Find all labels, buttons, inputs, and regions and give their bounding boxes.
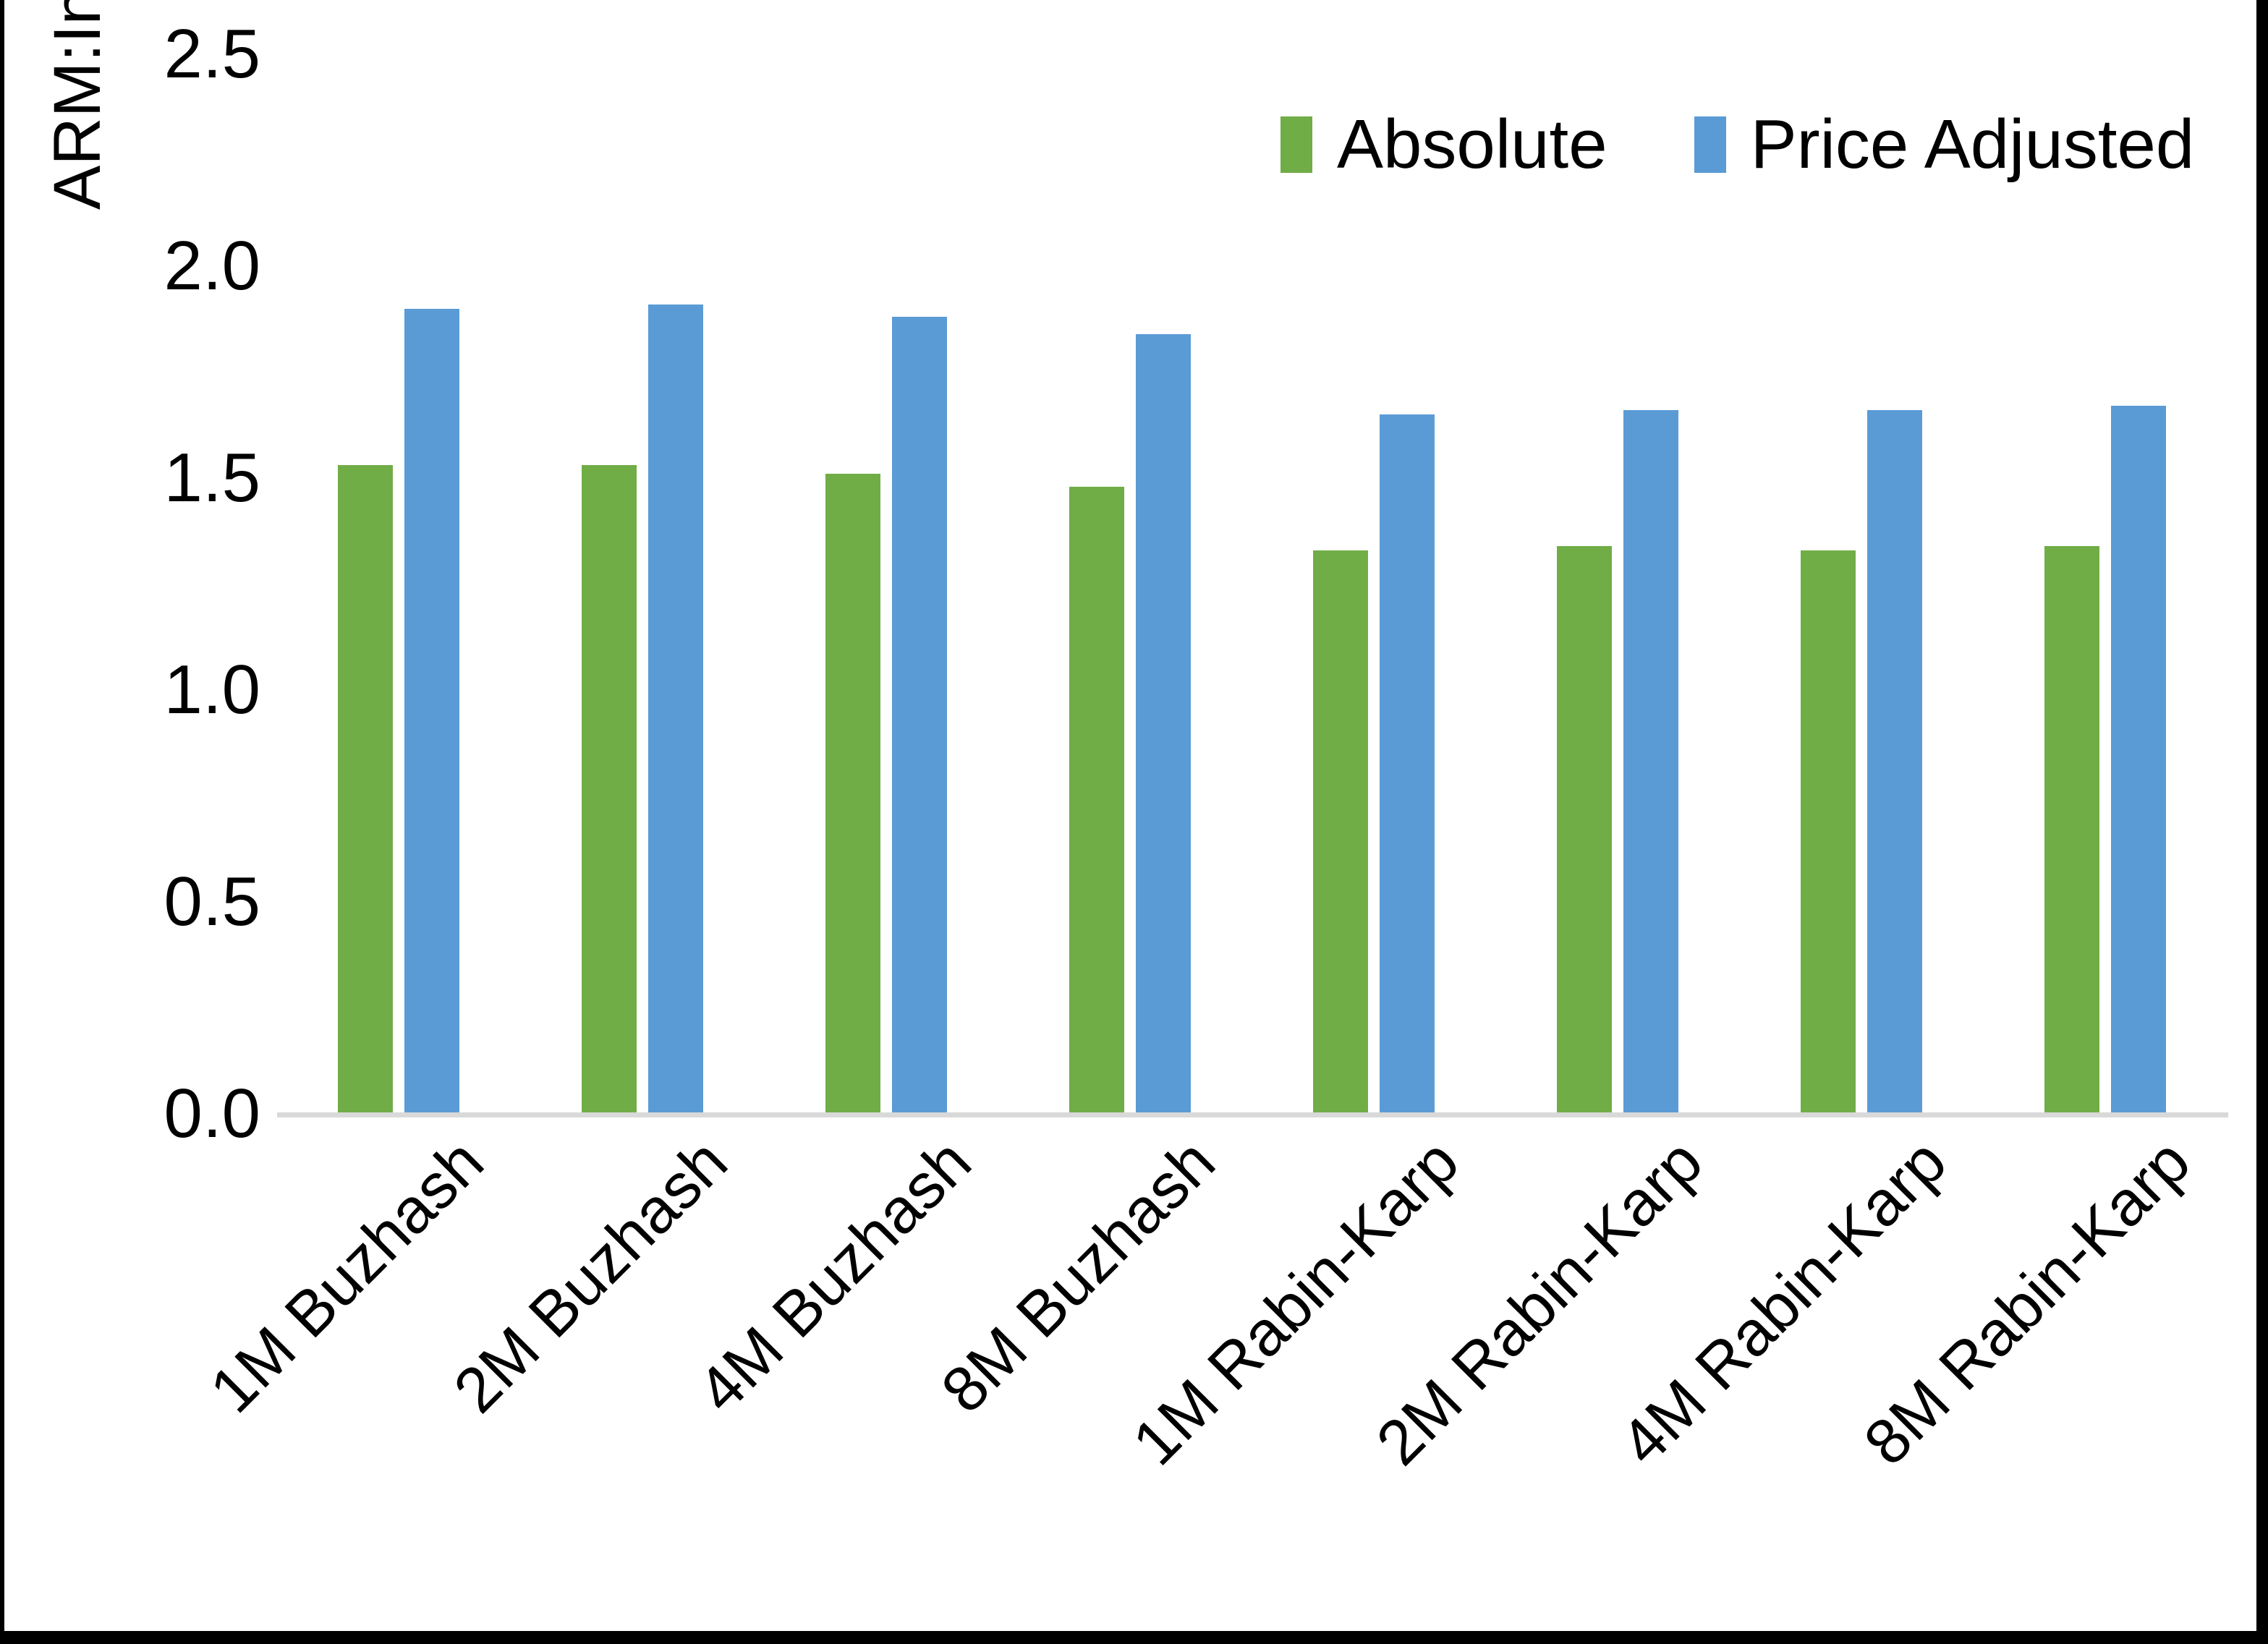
bar-price-adjusted[interactable] (892, 317, 948, 1114)
plot-area (277, 14, 2227, 1114)
frame-border-bottom (0, 1631, 2268, 1644)
bar-price-adjusted[interactable] (404, 308, 460, 1114)
bar-price-adjusted[interactable] (1136, 333, 1192, 1114)
y-axis-tick-label: 0.0 (163, 1075, 260, 1152)
bar-absolute[interactable] (1069, 486, 1125, 1114)
frame-border-right (2256, 0, 2268, 1644)
legend-label: Absolute (1337, 106, 1607, 183)
bar-absolute[interactable] (1800, 550, 1856, 1114)
bar-absolute[interactable] (1312, 550, 1368, 1114)
legend-label: Price Adjusted (1750, 106, 2195, 183)
bar-price-adjusted[interactable] (1866, 410, 1922, 1114)
bar-absolute[interactable] (825, 474, 881, 1114)
bar-absolute[interactable] (338, 465, 394, 1114)
bar-price-adjusted[interactable] (648, 304, 704, 1114)
y-axis-tick-label: 2.0 (163, 227, 260, 304)
y-axis-tick-label: 2.5 (163, 15, 260, 93)
y-axis-tick-label: 1.5 (163, 439, 260, 516)
y-axis-tick-label: 0.5 (163, 863, 260, 940)
bar-price-adjusted[interactable] (1623, 410, 1678, 1114)
bar-absolute[interactable] (2044, 545, 2099, 1114)
y-axis-tick-labels: 2.5 2.0 1.5 1.0 0.5 0.0 (80, 0, 260, 1157)
bar-price-adjusted[interactable] (2110, 406, 2166, 1114)
legend-item[interactable]: Price Adjusted (1694, 106, 2195, 183)
bar-price-adjusted[interactable] (1379, 414, 1435, 1114)
frame-border-left (0, 0, 4, 1644)
y-axis-tick-label: 1.0 (163, 651, 260, 728)
legend-swatch-icon (1280, 116, 1312, 173)
x-axis-category-labels: 1M Buzhash 2M Buzhash 4M Buzhash 8M Buzhash… (196, 1125, 2227, 1635)
chart-legend: Absolute Price Adjusted (1280, 101, 2194, 188)
legend-swatch-icon (1694, 116, 1726, 173)
bar-absolute[interactable] (582, 465, 637, 1114)
x-axis-line (277, 1112, 2228, 1117)
bar-absolute[interactable] (1556, 545, 1612, 1114)
legend-item[interactable]: Absolute (1280, 110, 1607, 179)
